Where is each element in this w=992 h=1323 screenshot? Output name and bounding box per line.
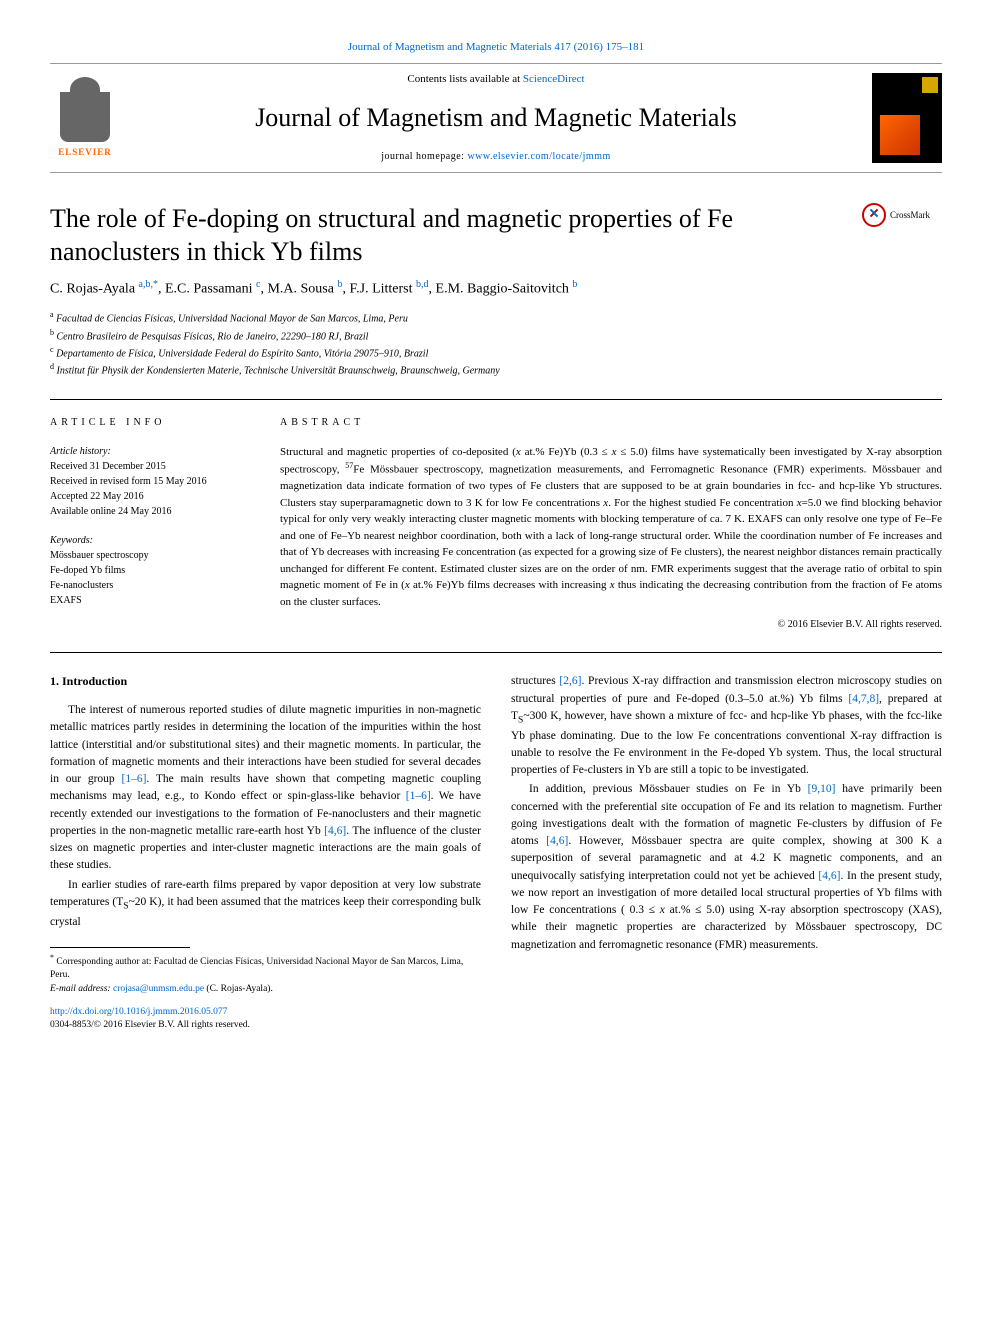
history-received: Received 31 December 2015 bbox=[50, 459, 250, 474]
body-col-left: 1. Introduction The interest of numerous… bbox=[50, 673, 481, 1032]
journal-header: ELSEVIER Contents lists available at Sci… bbox=[50, 63, 942, 173]
header-center: Contents lists available at ScienceDirec… bbox=[140, 72, 852, 164]
keyword: Fe-nanoclusters bbox=[50, 578, 250, 593]
affiliations: a Facultad de Ciencias Físicas, Universi… bbox=[50, 309, 942, 378]
corresponding-footnote: * Corresponding author at: Facultad de C… bbox=[50, 952, 481, 996]
journal-name: Journal of Magnetism and Magnetic Materi… bbox=[140, 100, 852, 136]
sciencedirect-link[interactable]: ScienceDirect bbox=[523, 73, 585, 85]
paragraph: In earlier studies of rare-earth films p… bbox=[50, 877, 481, 931]
divider bbox=[50, 652, 942, 653]
corr-author: * Corresponding author at: Facultad de C… bbox=[50, 952, 481, 983]
affiliation: d Institut für Physik der Kondensierten … bbox=[50, 361, 942, 378]
keywords-block: Keywords: Mössbauer spectroscopyFe-doped… bbox=[50, 533, 250, 608]
history-accepted: Accepted 22 May 2016 bbox=[50, 489, 250, 504]
paragraph: structures [2,6]. Previous X-ray diffrac… bbox=[511, 673, 942, 779]
homepage-line: journal homepage: www.elsevier.com/locat… bbox=[140, 150, 852, 164]
crossmark-badge[interactable]: CrossMark bbox=[862, 203, 942, 227]
body-text: The interest of numerous reported studie… bbox=[50, 702, 481, 931]
affiliation: b Centro Brasileiro de Pesquisas Físicas… bbox=[50, 327, 942, 344]
abstract-col: ABSTRACT Structural and magnetic propert… bbox=[280, 416, 942, 633]
history-revised: Received in revised form 15 May 2016 bbox=[50, 474, 250, 489]
affiliation: c Departamento de Física, Universidade F… bbox=[50, 344, 942, 361]
journal-citation[interactable]: Journal of Magnetism and Magnetic Materi… bbox=[50, 40, 942, 55]
history-block: Article history: Received 31 December 20… bbox=[50, 444, 250, 519]
crossmark-icon bbox=[862, 203, 886, 227]
email-suffix: (C. Rojas-Ayala). bbox=[204, 984, 273, 994]
abstract-text: Structural and magnetic properties of co… bbox=[280, 444, 942, 611]
elsevier-text: ELSEVIER bbox=[58, 146, 112, 159]
paragraph: In addition, previous Mössbauer studies … bbox=[511, 781, 942, 954]
footnote-divider bbox=[50, 947, 190, 948]
doi-link[interactable]: http://dx.doi.org/10.1016/j.jmmm.2016.05… bbox=[50, 1007, 227, 1017]
body-columns: 1. Introduction The interest of numerous… bbox=[50, 673, 942, 1032]
history-online: Available online 24 May 2016 bbox=[50, 504, 250, 519]
divider bbox=[50, 399, 942, 400]
elsevier-tree-icon bbox=[60, 92, 110, 142]
email-line: E-mail address: crojasa@unmsm.edu.pe (C.… bbox=[50, 983, 481, 996]
article-info-label: ARTICLE INFO bbox=[50, 416, 250, 430]
body-text: structures [2,6]. Previous X-ray diffrac… bbox=[511, 673, 942, 953]
homepage-prefix: journal homepage: bbox=[381, 151, 467, 162]
contents-prefix: Contents lists available at bbox=[407, 73, 522, 85]
issn-line: 0304-8853/© 2016 Elsevier B.V. All right… bbox=[50, 1019, 481, 1032]
homepage-link[interactable]: www.elsevier.com/locate/jmmm bbox=[467, 151, 610, 162]
authors-line: C. Rojas-Ayala a,b,*, E.C. Passamani c, … bbox=[50, 278, 942, 299]
body-col-right: structures [2,6]. Previous X-ray diffrac… bbox=[511, 673, 942, 1032]
title-row: The role of Fe-doping on structural and … bbox=[50, 203, 942, 268]
history-label: Article history: bbox=[50, 444, 250, 459]
abstract-label: ABSTRACT bbox=[280, 416, 942, 430]
info-abstract-row: ARTICLE INFO Article history: Received 3… bbox=[50, 416, 942, 633]
keyword: EXAFS bbox=[50, 593, 250, 608]
email-link[interactable]: crojasa@unmsm.edu.pe bbox=[113, 984, 204, 994]
section-1-heading: 1. Introduction bbox=[50, 673, 481, 690]
keywords-label: Keywords: bbox=[50, 533, 250, 548]
journal-cover-icon bbox=[872, 73, 942, 163]
contents-line: Contents lists available at ScienceDirec… bbox=[140, 72, 852, 87]
keyword: Fe-doped Yb films bbox=[50, 563, 250, 578]
bottom-info: http://dx.doi.org/10.1016/j.jmmm.2016.05… bbox=[50, 1006, 481, 1033]
copyright-line: © 2016 Elsevier B.V. All rights reserved… bbox=[280, 618, 942, 632]
crossmark-text: CrossMark bbox=[890, 209, 930, 222]
elsevier-logo[interactable]: ELSEVIER bbox=[50, 78, 120, 158]
paragraph: The interest of numerous reported studie… bbox=[50, 702, 481, 875]
article-info-col: ARTICLE INFO Article history: Received 3… bbox=[50, 416, 250, 633]
email-label: E-mail address: bbox=[50, 984, 113, 994]
affiliation: a Facultad de Ciencias Físicas, Universi… bbox=[50, 309, 942, 326]
article-title: The role of Fe-doping on structural and … bbox=[50, 203, 842, 268]
keyword: Mössbauer spectroscopy bbox=[50, 548, 250, 563]
